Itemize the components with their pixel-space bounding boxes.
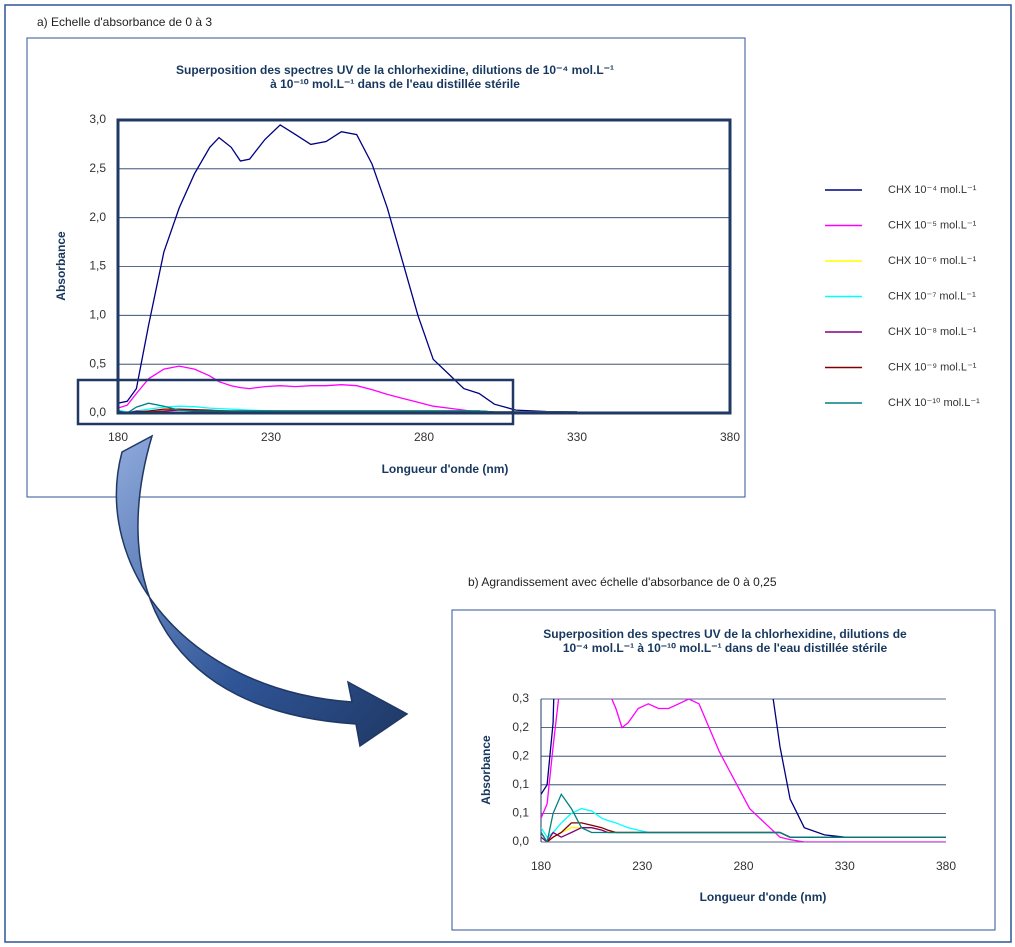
y-tick-label: 2,5 [89,161,106,175]
y-tick-label: 1,5 [89,259,106,273]
chart-title: Superposition des spectres UV de la chlo… [175,63,615,91]
x-tick-label: 280 [733,859,753,873]
y-tick-label: 0,5 [89,356,106,370]
legend-label: CHX 10⁻⁷ mol.L⁻¹ [888,290,976,302]
y-tick-label: 0,0 [89,405,106,419]
zoom-arrow [115,434,409,748]
legend-label: CHX 10⁻⁸ mol.L⁻¹ [888,326,977,338]
legend-label: CHX 10⁻¹⁰ mol.L⁻¹ [888,397,980,409]
legend-label: CHX 10⁻⁶ mol.L⁻¹ [888,255,977,267]
caption: a) Echelle d'absorbance de 0 à 3 [37,15,213,29]
series-line [118,365,577,413]
y-axis-title: Absorbance [479,735,493,805]
plot-border [116,118,732,415]
x-tick-label: 230 [261,430,281,444]
legend-label: CHX 10⁻⁵ mol.L⁻¹ [888,219,977,231]
x-tick-label: 180 [531,859,551,873]
frame [4,4,1012,943]
series-line [541,699,946,842]
x-axis-title: Longueur d'onde (nm) [382,462,509,476]
series-line [541,792,946,842]
y-tick-label: 1,0 [89,308,106,322]
legend-label: CHX 10⁻⁹ mol.L⁻¹ [888,361,977,373]
y-tick-label: 0,2 [512,748,529,762]
x-tick-label: 380 [720,430,740,444]
y-tick-label: 3,0 [89,112,106,126]
legend-label: CHX 10⁻⁴ mol.L⁻¹ [888,184,977,196]
x-axis-title: Longueur d'onde (nm) [700,890,827,904]
y-tick-label: 0,1 [512,806,529,820]
caption: b) Agrandissement avec échelle d'absorba… [468,575,777,589]
x-tick-label: 380 [936,859,956,873]
y-tick-label: 0,2 [512,720,529,734]
x-tick-label: 280 [414,430,434,444]
series-line [541,699,946,838]
zoom-box [76,378,515,426]
series-line [118,124,578,413]
y-tick-label: 0,0 [512,834,529,848]
x-tick-label: 230 [632,859,652,873]
y-axis-title: Absorbance [54,231,68,301]
x-tick-label: 330 [567,430,587,444]
y-tick-label: 0,1 [512,777,529,791]
x-tick-label: 330 [835,859,855,873]
y-tick-label: 0,3 [512,691,529,705]
series-line [118,402,577,413]
chart-title: Superposition des spectres UV de la chlo… [543,627,907,655]
chart-box [451,609,996,931]
chart-box [26,37,746,498]
y-tick-label: 2,0 [89,210,106,224]
x-tick-label: 180 [108,430,128,444]
